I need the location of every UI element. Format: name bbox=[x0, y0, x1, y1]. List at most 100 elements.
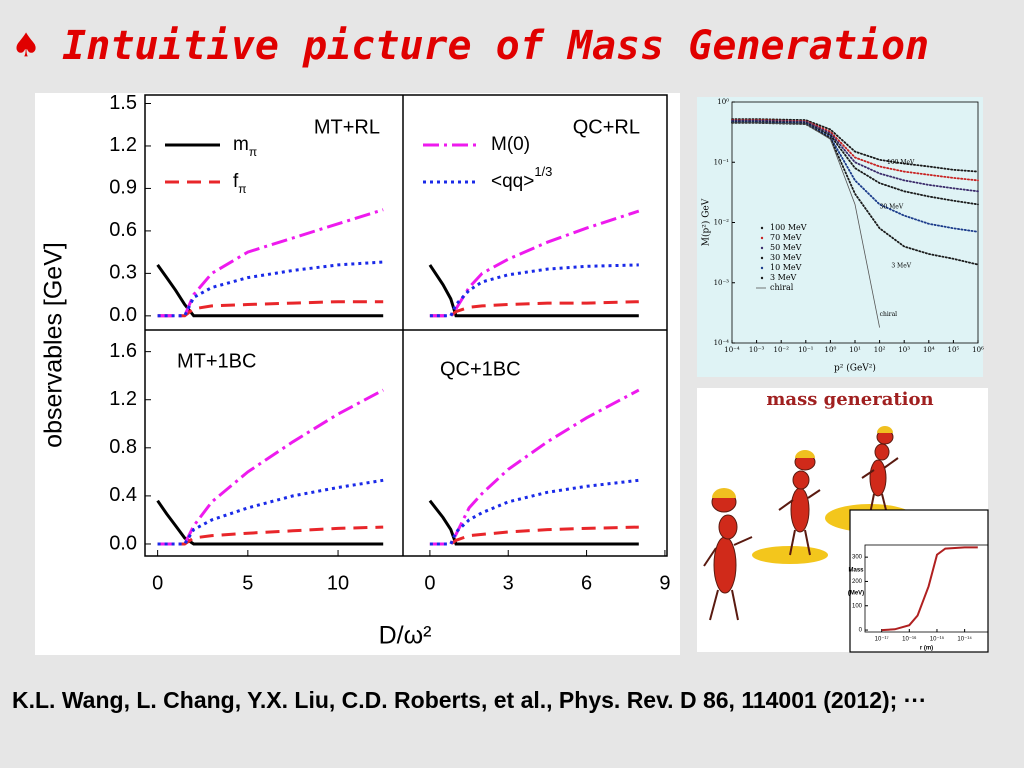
y-axis-label: M(p²) GeV bbox=[701, 198, 712, 246]
series-line bbox=[429, 525, 639, 546]
series-line bbox=[157, 388, 384, 546]
x-tick-label: 10⁻² bbox=[773, 346, 789, 354]
y-tick-label: 0 bbox=[859, 628, 863, 634]
y-tick-label: 10⁻⁴ bbox=[714, 339, 730, 347]
x-axis-label: p² (GeV²) bbox=[834, 363, 876, 374]
x-tick-label: 10⁶ bbox=[972, 346, 984, 354]
series-line bbox=[732, 122, 880, 328]
series-line bbox=[731, 118, 979, 173]
legend-label: 50 MeV bbox=[770, 243, 802, 252]
inset-plot-frame bbox=[864, 544, 989, 633]
legend-name: <qq> bbox=[491, 171, 534, 192]
annotation: 100 MeV bbox=[887, 159, 915, 166]
cartoon-title: mass generation bbox=[766, 389, 933, 410]
x-tick-label: 10 bbox=[327, 572, 349, 594]
legend-label: M(0) bbox=[491, 134, 530, 155]
series-line bbox=[157, 260, 384, 318]
y-tick-label: 0.8 bbox=[109, 436, 137, 458]
series-line bbox=[157, 208, 384, 318]
panel-title: MT+1BC bbox=[177, 350, 256, 372]
annotation: 30 MeV bbox=[880, 204, 904, 211]
legend-swatch bbox=[760, 256, 764, 260]
legend-superscript: 1/3 bbox=[534, 164, 552, 179]
panel-title: MT+RL bbox=[314, 116, 380, 138]
citation: K.L. Wang, L. Chang, Y.X. Liu, C.D. Robe… bbox=[12, 687, 927, 713]
y-axis-unit: (MeV) bbox=[848, 591, 864, 597]
series-line bbox=[429, 300, 639, 318]
series-line bbox=[156, 499, 384, 546]
x-tick-label: 10⁻¹ bbox=[798, 346, 814, 354]
y-tick-label: 0.6 bbox=[109, 219, 137, 241]
slide-title: ♠ Intuitive picture of Mass Generation bbox=[14, 23, 929, 69]
y-tick-label: 1.5 bbox=[109, 92, 137, 114]
x-tick-label: 10⁻¹⁶ bbox=[902, 636, 917, 643]
legend-label: fπ bbox=[233, 171, 247, 196]
x-tick-label: 10¹ bbox=[849, 346, 861, 354]
inset-frame bbox=[849, 509, 989, 653]
y-tick-label: 200 bbox=[852, 579, 863, 585]
legend-swatch bbox=[760, 276, 764, 280]
y-tick-label: 10⁻² bbox=[714, 219, 730, 227]
x-tick-label: 10⁴ bbox=[923, 346, 935, 354]
y-tick-label: 0.0 bbox=[109, 532, 137, 554]
legend-name: m bbox=[233, 134, 249, 155]
legend-label: mπ bbox=[233, 134, 257, 159]
x-axis-label: r (m) bbox=[920, 646, 933, 652]
cartoon bbox=[703, 426, 915, 621]
series-line bbox=[429, 478, 639, 546]
x-tick-label: 10² bbox=[874, 346, 886, 354]
mass-function-panel bbox=[697, 97, 983, 377]
legend-name: f bbox=[233, 171, 239, 192]
x-tick-label: 10⁻⁴ bbox=[724, 346, 740, 354]
panel-title: QC+RL bbox=[573, 116, 640, 138]
y-tick-label: 10⁻¹ bbox=[714, 158, 730, 166]
legend-label: 70 MeV bbox=[770, 233, 802, 242]
y-tick-label: 10⁻³ bbox=[714, 279, 730, 287]
x-tick-label: 10⁻¹⁵ bbox=[930, 636, 945, 643]
y-tick-label: 300 bbox=[852, 555, 863, 561]
legend-swatch bbox=[760, 226, 764, 230]
x-tick-label: 10⁰ bbox=[825, 346, 837, 354]
legend-name: M(0) bbox=[491, 134, 530, 155]
x-tick-label: 0 bbox=[424, 572, 435, 594]
series-line bbox=[156, 264, 384, 318]
y-axis-label: Mass bbox=[848, 568, 864, 574]
x-tick-label: 10³ bbox=[898, 346, 910, 354]
legend-label: chiral bbox=[770, 283, 794, 292]
y-tick-label: 1.2 bbox=[109, 134, 137, 156]
series-line bbox=[429, 263, 639, 318]
series-line bbox=[428, 264, 639, 318]
y-axis-label: observables [GeV] bbox=[40, 242, 68, 448]
series-line bbox=[429, 209, 640, 318]
legend-swatch bbox=[760, 236, 764, 240]
x-tick-label: 6 bbox=[581, 572, 592, 594]
y-tick-label: 10⁰ bbox=[717, 98, 729, 106]
legend-label: 30 MeV bbox=[770, 253, 802, 262]
x-tick-label: 10⁻¹⁴ bbox=[957, 636, 972, 643]
legend-label: <qq>1/3 bbox=[491, 164, 552, 192]
y-tick-label: 0.9 bbox=[109, 177, 137, 199]
panel-title: QC+1BC bbox=[440, 358, 521, 380]
legend-swatch bbox=[760, 266, 764, 270]
x-axis-label: D/ω² bbox=[379, 622, 432, 650]
x-tick-label: 3 bbox=[503, 572, 514, 594]
legend-label: 3 MeV bbox=[770, 273, 797, 282]
x-tick-label: 10⁻³ bbox=[749, 346, 765, 354]
legend-label: 100 MeV bbox=[770, 223, 807, 232]
x-tick-label: 5 bbox=[242, 572, 253, 594]
y-tick-label: 0.3 bbox=[109, 262, 137, 284]
y-tick-label: 100 bbox=[852, 603, 863, 609]
legend-subscript: π bbox=[249, 145, 257, 159]
y-tick-label: 0.0 bbox=[109, 304, 137, 326]
series-line bbox=[429, 388, 640, 546]
legend-label: 10 MeV bbox=[770, 263, 802, 272]
annotation: 3 MeV bbox=[891, 262, 911, 269]
figure-panel bbox=[35, 93, 680, 655]
series-line bbox=[881, 546, 978, 632]
x-tick-label: 0 bbox=[152, 572, 163, 594]
x-tick-label: 10⁻¹⁷ bbox=[875, 636, 889, 643]
legend-subscript: π bbox=[238, 182, 246, 196]
legend-swatch bbox=[760, 246, 764, 250]
